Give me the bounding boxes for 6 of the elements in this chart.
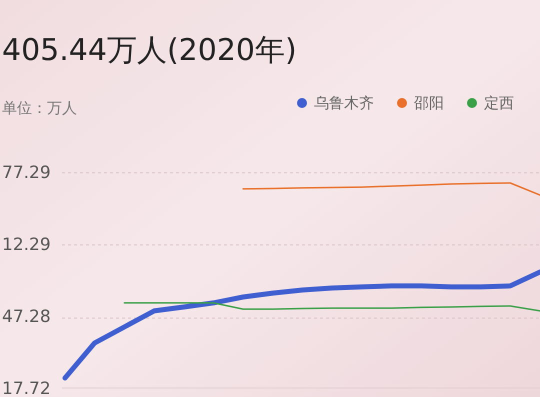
- annotation: 17.72: [2, 379, 51, 397]
- annotation: 47.28: [2, 307, 51, 327]
- title: 405.44万人(2020年): [2, 33, 297, 68]
- annotation: 12.29: [2, 235, 51, 255]
- subtitle: 单位：万人: [2, 99, 77, 117]
- annotation: 77.29: [2, 163, 51, 183]
